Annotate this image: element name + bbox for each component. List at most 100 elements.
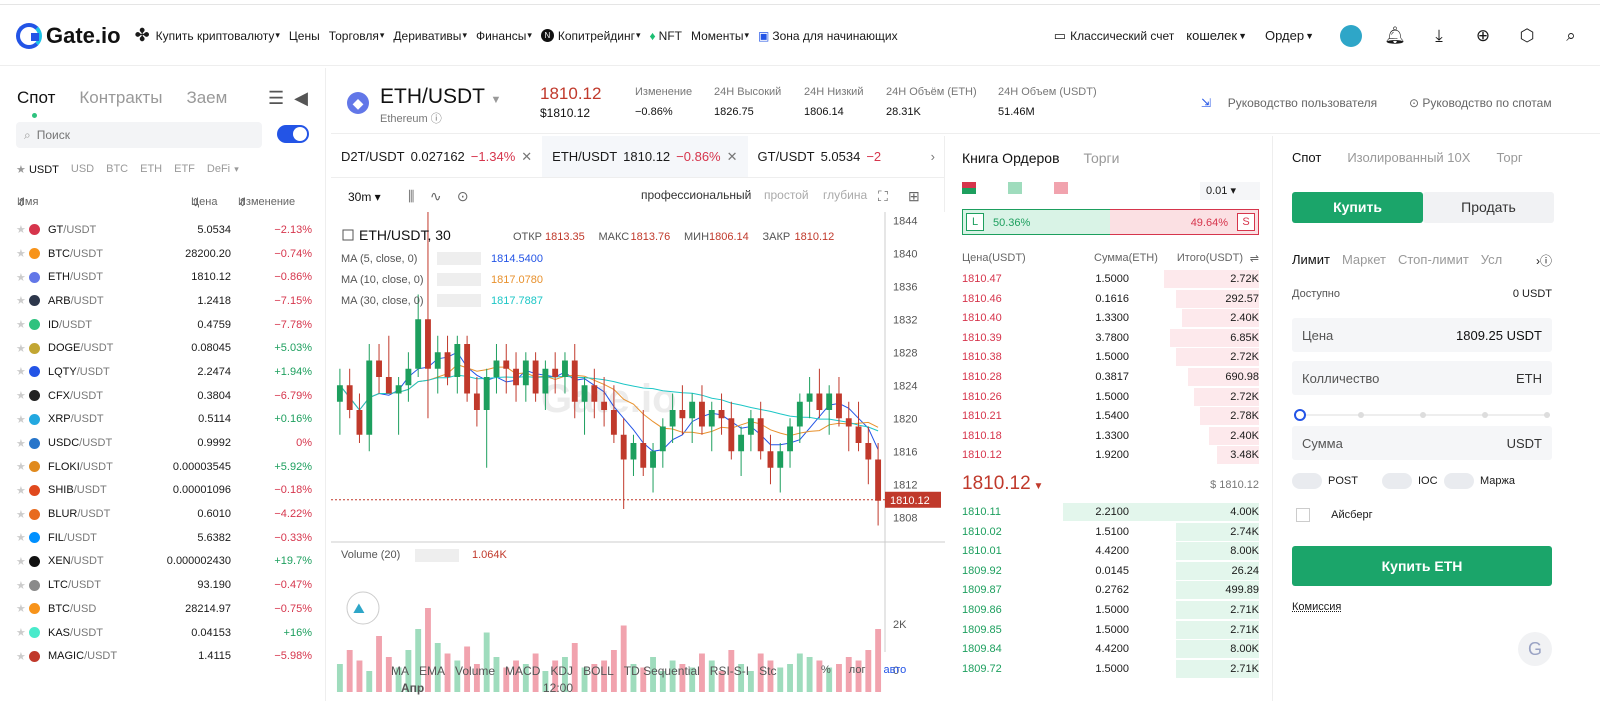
- indicator-7[interactable]: RSI-S-I: [709, 664, 750, 678]
- ask-row[interactable]: 1810.46 0.1616 292.57: [962, 289, 1259, 309]
- bid-row[interactable]: 1809.87 0.2762 499.89: [962, 580, 1259, 600]
- commission-link[interactable]: Комиссия: [1292, 601, 1342, 613]
- close-tab-icon[interactable]: ✕: [726, 149, 738, 164]
- ask-row[interactable]: 1810.38 1.5000 2.72K: [962, 347, 1259, 367]
- indicator-4[interactable]: KDJ: [550, 664, 574, 678]
- indicator-0[interactable]: MA: [391, 664, 409, 678]
- apps-icon[interactable]: ✤: [134, 25, 150, 45]
- market-row[interactable]: ★ XRP/USDT 0.5114 +0.16%: [16, 408, 314, 432]
- star-icon[interactable]: ★: [16, 579, 26, 592]
- bid-row[interactable]: 1809.85 1.5000 2.71K: [962, 620, 1259, 640]
- tab-market[interactable]: Маркет: [1341, 252, 1386, 267]
- nav-item-3[interactable]: Деривативы ▾: [393, 28, 467, 43]
- star-icon[interactable]: ★: [16, 532, 26, 545]
- buy-eth-button[interactable]: Купить ETH: [1292, 546, 1552, 586]
- market-row[interactable]: ★ BTC/USDT 28200.20 −0.74%: [16, 242, 314, 266]
- layout-grid-icon[interactable]: ⊞: [908, 188, 920, 204]
- candle-type-icon[interactable]: ⫼: [408, 188, 415, 204]
- market-row[interactable]: ★ SHIB/USDT 0.00001096 −0.18%: [16, 479, 314, 503]
- tab-conditional[interactable]: Усл: [1480, 252, 1503, 267]
- market-row[interactable]: ★ USDC/USDT 0.9992 0%: [16, 431, 314, 455]
- bid-row[interactable]: 1809.92 0.0145 26.24: [962, 561, 1259, 581]
- ask-row[interactable]: 1810.39 3.7800 6.85K: [962, 328, 1259, 348]
- classic-account-link[interactable]: ▭ Классический счет: [1053, 27, 1175, 43]
- sort-change[interactable]: Изменение ⇕: [238, 196, 296, 209]
- nav-item-6[interactable]: ♦ NFT: [649, 28, 682, 43]
- indicator-3[interactable]: MACD: [505, 664, 541, 678]
- tab-usd[interactable]: USD: [70, 163, 95, 175]
- market-row[interactable]: ★ DOGE/USDT 0.08045 +5.03%: [16, 336, 314, 360]
- market-row[interactable]: ★ CFX/USDT 0.3804 −6.79%: [16, 384, 314, 408]
- tab-trades[interactable]: Торги: [1083, 150, 1120, 166]
- market-row[interactable]: ★ BTC/USD 28214.97 −0.75%: [16, 597, 314, 621]
- tab-eth[interactable]: ETH: [140, 163, 163, 175]
- settings-hex-icon[interactable]: ⬡: [1519, 25, 1535, 45]
- amount-slider[interactable]: [1294, 409, 1550, 421]
- star-icon[interactable]: ★: [16, 484, 26, 497]
- star-icon[interactable]: ★: [16, 627, 26, 640]
- tab-isolated[interactable]: Изолированный 10X: [1347, 150, 1471, 165]
- star-icon[interactable]: ★: [16, 390, 26, 403]
- search-box[interactable]: ⌕: [16, 122, 262, 148]
- scale-opt-2[interactable]: авто: [883, 664, 907, 676]
- pair-tab[interactable]: D2T/USDT 0.027162 −1.34% ✕: [341, 149, 533, 164]
- indicator-5[interactable]: BOLL: [583, 664, 614, 678]
- market-row[interactable]: ★ GT/USDT 5.0534 −2.13%: [16, 218, 314, 242]
- nav-item-7[interactable]: Моменты ▾: [691, 28, 750, 43]
- pair-tab[interactable]: GT/USDT 5.0534 −2: [757, 149, 882, 164]
- spot-guide-link[interactable]: ⊙ Руководство по спотам: [1409, 96, 1552, 110]
- tab-defi[interactable]: DeFi ▾: [206, 163, 239, 175]
- sort-price[interactable]: Цена ⇕: [191, 196, 218, 209]
- market-row[interactable]: ★ KAS/USDT 0.04153 +16%: [16, 621, 314, 645]
- bell-icon[interactable]: 🔔︎: [1384, 25, 1406, 45]
- star-icon[interactable]: ★: [16, 319, 26, 332]
- star-icon[interactable]: ★: [16, 508, 26, 521]
- star-icon[interactable]: ★: [16, 461, 26, 474]
- market-row[interactable]: ★ FLOKI/USDT 0.00003545 +5.92%: [16, 455, 314, 479]
- interval-select[interactable]: 30m ▾: [348, 190, 381, 204]
- nav-item-2[interactable]: Торговля ▾: [328, 28, 385, 43]
- tab-more[interactable]: Торг: [1496, 150, 1523, 165]
- drawing-icon[interactable]: ⊙: [456, 188, 469, 204]
- market-row[interactable]: ★ ARB/USDT 1.2418 −7.15%: [16, 289, 314, 313]
- download-icon[interactable]: ⤓: [1435, 25, 1443, 45]
- quantity-field[interactable]: Колличество ETH: [1292, 361, 1552, 395]
- scale-opt-0[interactable]: %: [821, 664, 831, 676]
- wallet-menu[interactable]: кошелек ▼: [1186, 28, 1247, 43]
- tab-spot[interactable]: Спот: [17, 88, 56, 118]
- ask-row[interactable]: 1810.18 1.3300 2.40K: [962, 426, 1259, 446]
- post-toggle[interactable]: POST: [1292, 473, 1358, 489]
- star-icon[interactable]: ★: [16, 650, 26, 663]
- fullscreen-icon[interactable]: ⛶: [878, 188, 888, 204]
- tab-orderbook[interactable]: Книга Ордеров: [962, 150, 1060, 166]
- margin-toggle[interactable]: Маржа: [1444, 473, 1515, 489]
- market-row[interactable]: ★ BLUR/USDT 0.6010 −4.22%: [16, 502, 314, 526]
- ioc-toggle[interactable]: IOC: [1382, 473, 1438, 489]
- logo[interactable]: Gate.io: [16, 22, 121, 49]
- star-icon[interactable]: ★: [16, 603, 26, 616]
- collapse-panel-icon[interactable]: ◀: [294, 88, 308, 108]
- sum-field[interactable]: Сумма USDT: [1292, 426, 1552, 460]
- tab-stop-limit[interactable]: Стоп-лимит: [1397, 252, 1469, 267]
- indicator-2[interactable]: Volume: [455, 664, 496, 678]
- star-icon[interactable]: ★: [16, 248, 26, 261]
- star-icon[interactable]: ★: [16, 555, 26, 568]
- tabs-next-icon[interactable]: ›: [930, 149, 935, 164]
- globe-icon[interactable]: ⊕: [1475, 25, 1491, 45]
- bid-row[interactable]: 1809.84 4.4200 8.00K: [962, 639, 1259, 659]
- view-pro[interactable]: профессиональный: [641, 188, 752, 202]
- ask-row[interactable]: 1810.26 1.5000 2.72K: [962, 387, 1259, 407]
- swap-icon[interactable]: ⇌: [1249, 253, 1259, 265]
- nav-item-1[interactable]: Цены: [288, 28, 320, 43]
- tab-btc[interactable]: BTC: [106, 163, 129, 175]
- bid-row[interactable]: 1810.02 1.5100 2.74K: [962, 522, 1259, 542]
- avatar[interactable]: [1340, 24, 1362, 47]
- indicator-8[interactable]: Stc: [759, 664, 777, 678]
- tab-spot-trade[interactable]: Спот: [1292, 150, 1322, 165]
- buy-tab-button[interactable]: Купить: [1292, 192, 1423, 223]
- market-row[interactable]: ★ XEN/USDT 0.000002430 +19.7%: [16, 550, 314, 574]
- tab-limit[interactable]: Лимит: [1292, 252, 1330, 267]
- star-icon[interactable]: ★: [16, 413, 26, 426]
- view-simple[interactable]: простой: [764, 188, 809, 202]
- bid-row[interactable]: 1809.72 1.5000 2.71K: [962, 659, 1259, 679]
